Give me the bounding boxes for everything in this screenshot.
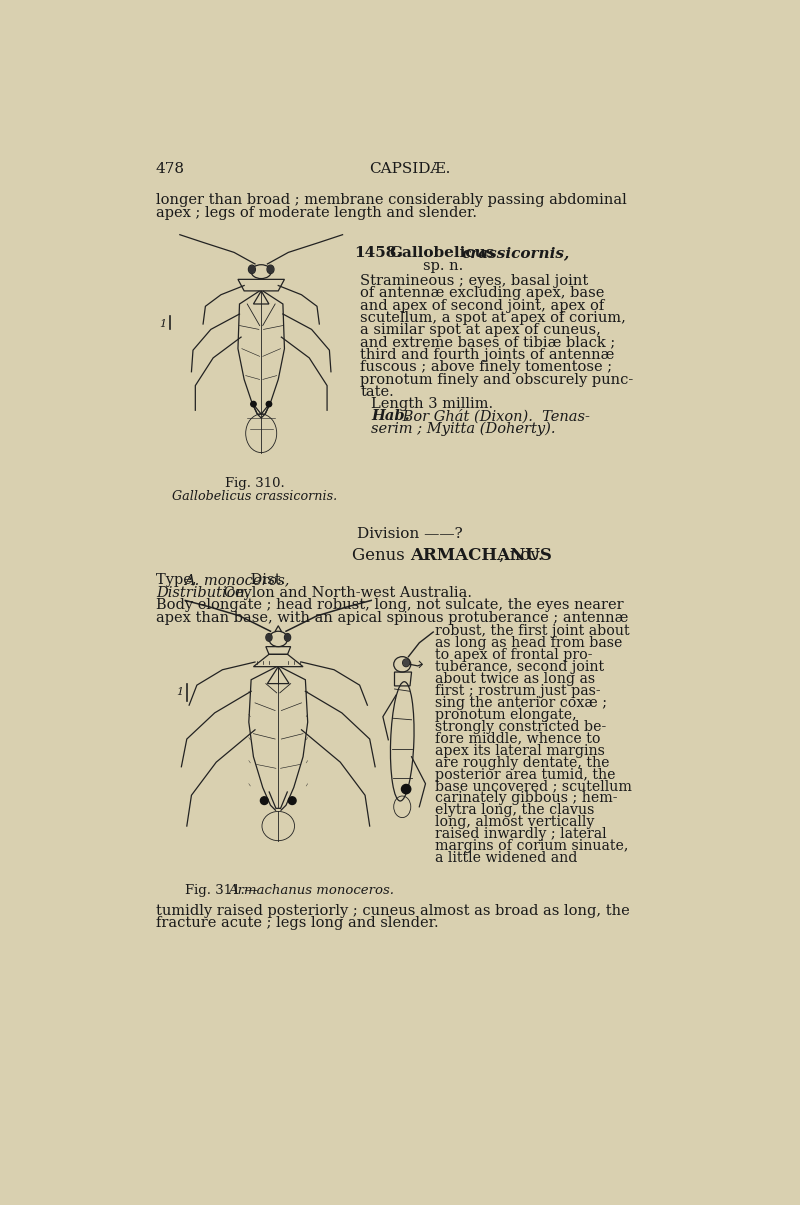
Text: third and fourth joints of antennæ: third and fourth joints of antennæ [361, 348, 614, 361]
Text: Gallobelicus: Gallobelicus [390, 246, 495, 260]
Text: elytra long, the clavus: elytra long, the clavus [435, 804, 594, 817]
Text: Dist.: Dist. [246, 574, 286, 588]
Text: raised inwardly ; lateral: raised inwardly ; lateral [435, 827, 606, 841]
Text: a little widened and: a little widened and [435, 851, 577, 865]
Text: of antennæ excluding apex, base: of antennæ excluding apex, base [361, 287, 605, 300]
Text: Armachanus monoceros.: Armachanus monoceros. [228, 883, 394, 897]
Text: carinately gibbous ; hem-: carinately gibbous ; hem- [435, 792, 618, 805]
Text: fracture acute ; legs long and slender.: fracture acute ; legs long and slender. [156, 916, 438, 930]
Text: margins of corium sinuate,: margins of corium sinuate, [435, 839, 628, 853]
Circle shape [288, 797, 296, 805]
Text: a similar spot at apex of cuneus,: a similar spot at apex of cuneus, [361, 323, 602, 337]
Text: sp. n.: sp. n. [423, 259, 463, 272]
Text: fuscous ; above finely tomentose ;: fuscous ; above finely tomentose ; [361, 360, 613, 375]
Text: Hab.: Hab. [371, 410, 410, 423]
Text: long, almost vertically: long, almost vertically [435, 816, 594, 829]
Ellipse shape [249, 266, 254, 272]
Text: 478: 478 [156, 161, 185, 176]
Text: A. monoceros,: A. monoceros, [184, 574, 289, 588]
Circle shape [266, 401, 272, 407]
Text: tumidly raised posteriorly ; cuneus almost as broad as long, the: tumidly raised posteriorly ; cuneus almo… [156, 904, 630, 918]
Text: scutellum, a spot at apex of corium,: scutellum, a spot at apex of corium, [361, 311, 626, 325]
Text: Length 3 millim.: Length 3 millim. [371, 398, 494, 411]
Text: about twice as long as: about twice as long as [435, 672, 595, 686]
Text: are roughly dentate, the: are roughly dentate, the [435, 756, 610, 770]
Ellipse shape [403, 659, 409, 666]
Text: serim ; Myitta (Doherty).: serim ; Myitta (Doherty). [371, 422, 556, 436]
Text: apex its lateral margins: apex its lateral margins [435, 743, 605, 758]
Circle shape [250, 401, 256, 407]
Text: 1: 1 [177, 687, 184, 698]
Text: apex ; legs of moderate length and slender.: apex ; legs of moderate length and slend… [156, 206, 477, 221]
Text: Body elongate ; head robust, long, not sulcate, the eyes nearer: Body elongate ; head robust, long, not s… [156, 598, 623, 612]
Text: Type,: Type, [156, 574, 201, 588]
Text: Gallobelicus crassicornis.: Gallobelicus crassicornis. [173, 489, 338, 502]
Text: strongly constricted be-: strongly constricted be- [435, 719, 606, 734]
Text: tate.: tate. [361, 384, 394, 399]
Text: posterior area tumid, the: posterior area tumid, the [435, 768, 615, 782]
Text: 1458.: 1458. [354, 246, 402, 260]
Text: robust, the first joint about: robust, the first joint about [435, 624, 630, 639]
Text: longer than broad ; membrane considerably passing abdominal: longer than broad ; membrane considerabl… [156, 193, 626, 207]
Text: 1: 1 [159, 318, 166, 329]
Text: pronotum elongate,: pronotum elongate, [435, 707, 577, 722]
Text: sing the anterior coxæ ;: sing the anterior coxæ ; [435, 696, 606, 710]
Circle shape [402, 784, 410, 794]
Text: Bor Ghát (Dixon).  Tenas-: Bor Ghát (Dixon). Tenas- [398, 410, 590, 424]
Text: apex than base, with an apical spinous protuberance ; antennæ: apex than base, with an apical spinous p… [156, 611, 628, 625]
Text: Division ——?: Division ——? [357, 528, 463, 541]
Text: as long as head from base: as long as head from base [435, 636, 622, 651]
Text: base uncovered ; scutellum: base uncovered ; scutellum [435, 780, 632, 793]
Text: Fig. 311.—: Fig. 311.— [186, 883, 258, 897]
Text: and apex of second joint, apex of: and apex of second joint, apex of [361, 299, 605, 312]
Text: , nov.: , nov. [499, 547, 543, 564]
Ellipse shape [286, 634, 290, 641]
Text: Ceylon and North-west Australia.: Ceylon and North-west Australia. [218, 586, 471, 600]
Text: and extreme bases of tibiæ black ;: and extreme bases of tibiæ black ; [361, 335, 616, 349]
Ellipse shape [268, 266, 274, 272]
Text: Fig. 310.: Fig. 310. [225, 477, 285, 490]
Ellipse shape [266, 634, 271, 641]
Text: CAPSIDÆ.: CAPSIDÆ. [370, 161, 450, 176]
Text: Distribution.: Distribution. [156, 586, 249, 600]
Text: crassicornis,: crassicornis, [461, 246, 570, 260]
Text: Stramineous ; eyes, basal joint: Stramineous ; eyes, basal joint [361, 274, 589, 288]
Text: Genus: Genus [352, 547, 410, 564]
Text: ARMACHANUS: ARMACHANUS [410, 547, 552, 564]
Text: tuberance, second joint: tuberance, second joint [435, 660, 604, 674]
Text: to apex of frontal pro-: to apex of frontal pro- [435, 648, 592, 663]
Text: first ; rostrum just pas-: first ; rostrum just pas- [435, 684, 601, 698]
Text: fore middle, whence to: fore middle, whence to [435, 731, 600, 746]
Text: pronotum finely and obscurely punc-: pronotum finely and obscurely punc- [361, 372, 634, 387]
Circle shape [261, 797, 268, 805]
